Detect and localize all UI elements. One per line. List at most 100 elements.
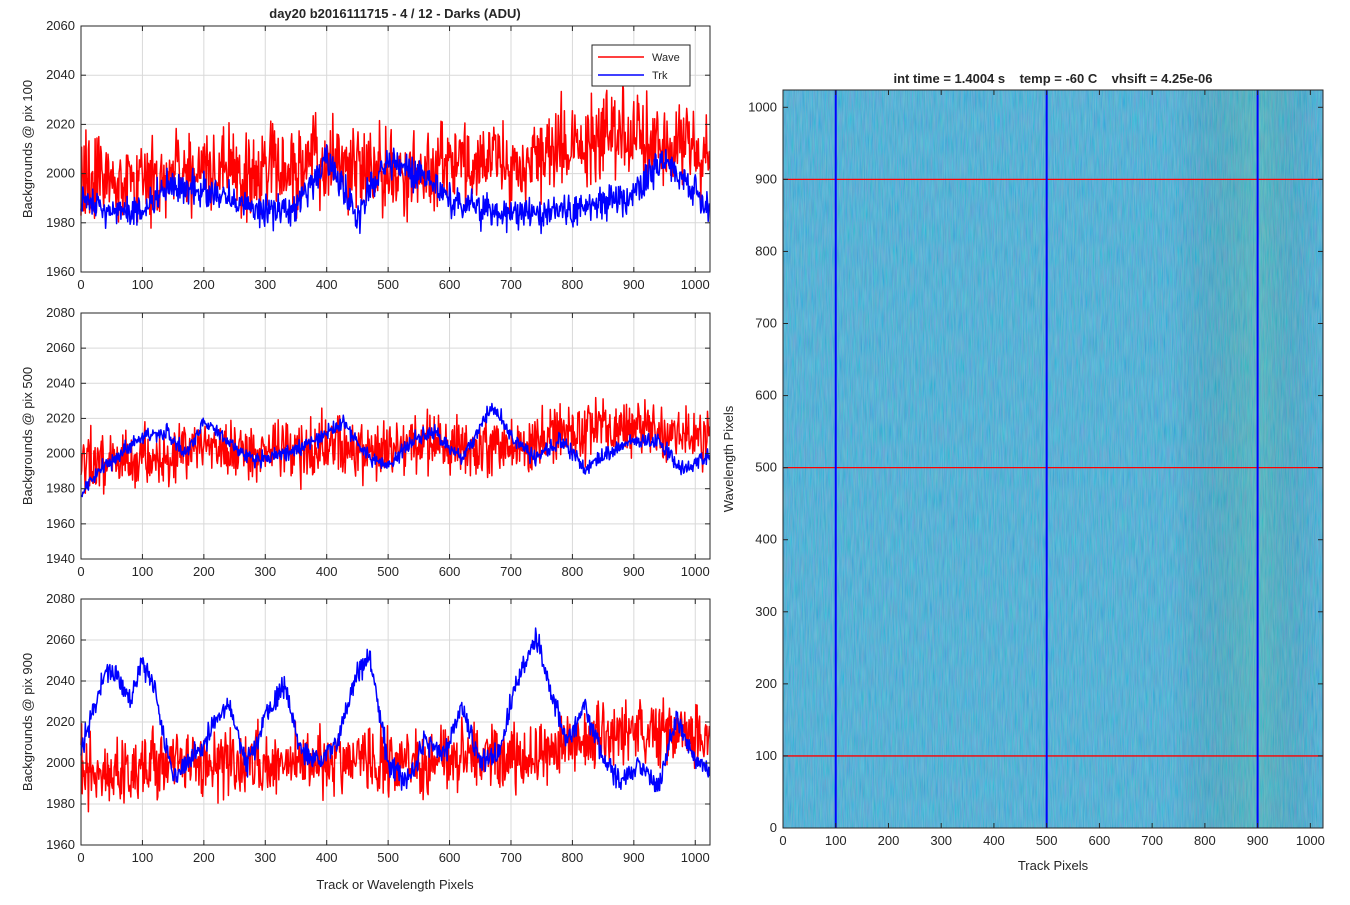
- data-lines: [80, 83, 711, 235]
- image-title: int time = 1.4004 s temp = -60 C vhsift …: [893, 71, 1212, 86]
- data-lines: [80, 396, 711, 498]
- x-tick-label: 400: [983, 833, 1005, 848]
- y-tick-label: 400: [755, 532, 777, 547]
- backgrounds-pix-100-plot: 0 100 200 300 400 500 600 700 800 900 1000 1960 1980…: [20, 18, 711, 292]
- x-tick-label: 200: [193, 564, 215, 579]
- y-tick-label: 2000: [46, 166, 75, 181]
- y-axis-label: Backgrounds @ pix 500: [20, 367, 35, 505]
- plot-frame: [80, 25, 711, 273]
- series-line-trk: [80, 402, 711, 498]
- y-tick-label: 2000: [46, 755, 75, 770]
- x-tick-label: 300: [254, 564, 276, 579]
- axis-ticks: 0 100 200 300 400 500 600 700 800 900 1000 1940 1960…: [46, 305, 710, 579]
- x-tick-label: 1000: [681, 850, 710, 865]
- x-tick-label: 300: [254, 277, 276, 292]
- y-axis-label: Backgrounds @ pix 100: [20, 80, 35, 218]
- y-tick-label: 2020: [46, 410, 75, 425]
- y-axis-label: Backgrounds @ pix 900: [20, 653, 35, 791]
- x-tick-label: 500: [377, 564, 399, 579]
- y-tick-label: 200: [755, 676, 777, 691]
- y-tick-label: 1980: [46, 481, 75, 496]
- pixel-markers: [783, 90, 1323, 828]
- y-tick-label: 2040: [46, 67, 75, 82]
- y-tick-label: 0: [770, 820, 777, 835]
- y-tick-label: 500: [755, 460, 777, 475]
- series-line-trk: [80, 143, 711, 235]
- series-line-wave: [80, 83, 711, 229]
- x-tick-label: 100: [825, 833, 847, 848]
- plot-frame: [80, 312, 711, 560]
- x-tick-label: 900: [623, 277, 645, 292]
- y-tick-label: 1000: [748, 99, 777, 114]
- y-tick-label: 300: [755, 604, 777, 619]
- x-tick-label: 800: [562, 850, 584, 865]
- x-tick-label: 700: [500, 564, 522, 579]
- y-tick-label: 2060: [46, 632, 75, 647]
- x-tick-label: 500: [1036, 833, 1058, 848]
- x-tick-label: 500: [377, 277, 399, 292]
- x-tick-label: 900: [623, 850, 645, 865]
- image-drift: [783, 90, 1323, 828]
- y-tick-label: 700: [755, 316, 777, 331]
- x-tick-label: 600: [439, 564, 461, 579]
- legend-trk-label: Trk: [652, 70, 668, 82]
- y-tick-label: 2020: [46, 116, 75, 131]
- y-tick-label: 2060: [46, 340, 75, 355]
- y-tick-label: 1960: [46, 264, 75, 279]
- x-tick-label: 200: [193, 277, 215, 292]
- x-tick-label: 500: [377, 850, 399, 865]
- legend-box: [591, 44, 691, 87]
- y-tick-label: 1940: [46, 551, 75, 566]
- x-tick-label: 900: [1247, 833, 1269, 848]
- x-tick-label: 0: [779, 833, 786, 848]
- x-tick-label: 600: [1089, 833, 1111, 848]
- y-tick-label: 1980: [46, 215, 75, 230]
- x-tick-label: 700: [1141, 833, 1163, 848]
- y-tick-label: 2000: [46, 446, 75, 461]
- y-tick-label: 1960: [46, 837, 75, 852]
- x-axis-label: Track Pixels: [1018, 858, 1089, 873]
- x-tick-label: 800: [1194, 833, 1216, 848]
- y-tick-label: 2040: [46, 375, 75, 390]
- backgrounds-pix-900-plot: 0 100 200 300 400 500 600 700 800 900 1000 1960 1980…: [20, 591, 711, 892]
- axis-ticks: 0 100 200 300 400 500 600 700 800 900 1000 1960 1980…: [46, 591, 710, 865]
- x-tick-label: 0: [77, 850, 84, 865]
- x-tick-label: 300: [930, 833, 952, 848]
- y-tick-label: 100: [755, 748, 777, 763]
- y-tick-label: 600: [755, 388, 777, 403]
- x-tick-label: 0: [77, 564, 84, 579]
- x-tick-label: 900: [623, 564, 645, 579]
- x-tick-label: 1000: [681, 277, 710, 292]
- x-axis-label: Track or Wavelength Pixels: [316, 877, 474, 892]
- y-tick-label: 2080: [46, 305, 75, 320]
- legend: Wave Trk: [591, 44, 691, 87]
- x-tick-label: 800: [562, 564, 584, 579]
- series-line-wave: [80, 396, 711, 495]
- axis-ticks: 0 100 200 300 400 500 600 700 800 900 1000 0 100 200 3…: [748, 90, 1325, 848]
- backgrounds-pix-500-plot: 0 100 200 300 400 500 600 700 800 900 1000 1940 1960…: [20, 305, 711, 579]
- dark-frame-image: 0 100 200 300 400 500 600 700 800 900 1000 0 100 200 3…: [721, 71, 1325, 873]
- y-tick-label: 900: [755, 171, 777, 186]
- x-tick-label: 400: [316, 850, 338, 865]
- y-tick-label: 800: [755, 243, 777, 258]
- y-tick-label: 2020: [46, 714, 75, 729]
- y-tick-label: 2060: [46, 18, 75, 33]
- x-tick-label: 100: [132, 850, 154, 865]
- axis-ticks: 0 100 200 300 400 500 600 700 800 900 1000 1960 1980…: [46, 18, 710, 292]
- y-axis-label: Wavelength Pixels: [721, 405, 736, 512]
- x-tick-label: 1000: [681, 564, 710, 579]
- data-lines: [80, 627, 711, 813]
- y-tick-label: 2040: [46, 673, 75, 688]
- x-tick-label: 100: [132, 277, 154, 292]
- x-tick-label: 700: [500, 277, 522, 292]
- y-tick-label: 1980: [46, 796, 75, 811]
- x-tick-label: 200: [193, 850, 215, 865]
- y-tick-label: 1960: [46, 516, 75, 531]
- series-line-trk: [80, 627, 711, 793]
- x-tick-label: 800: [562, 277, 584, 292]
- y-tick-label: 2080: [46, 591, 75, 606]
- x-tick-label: 400: [316, 277, 338, 292]
- x-tick-label: 400: [316, 564, 338, 579]
